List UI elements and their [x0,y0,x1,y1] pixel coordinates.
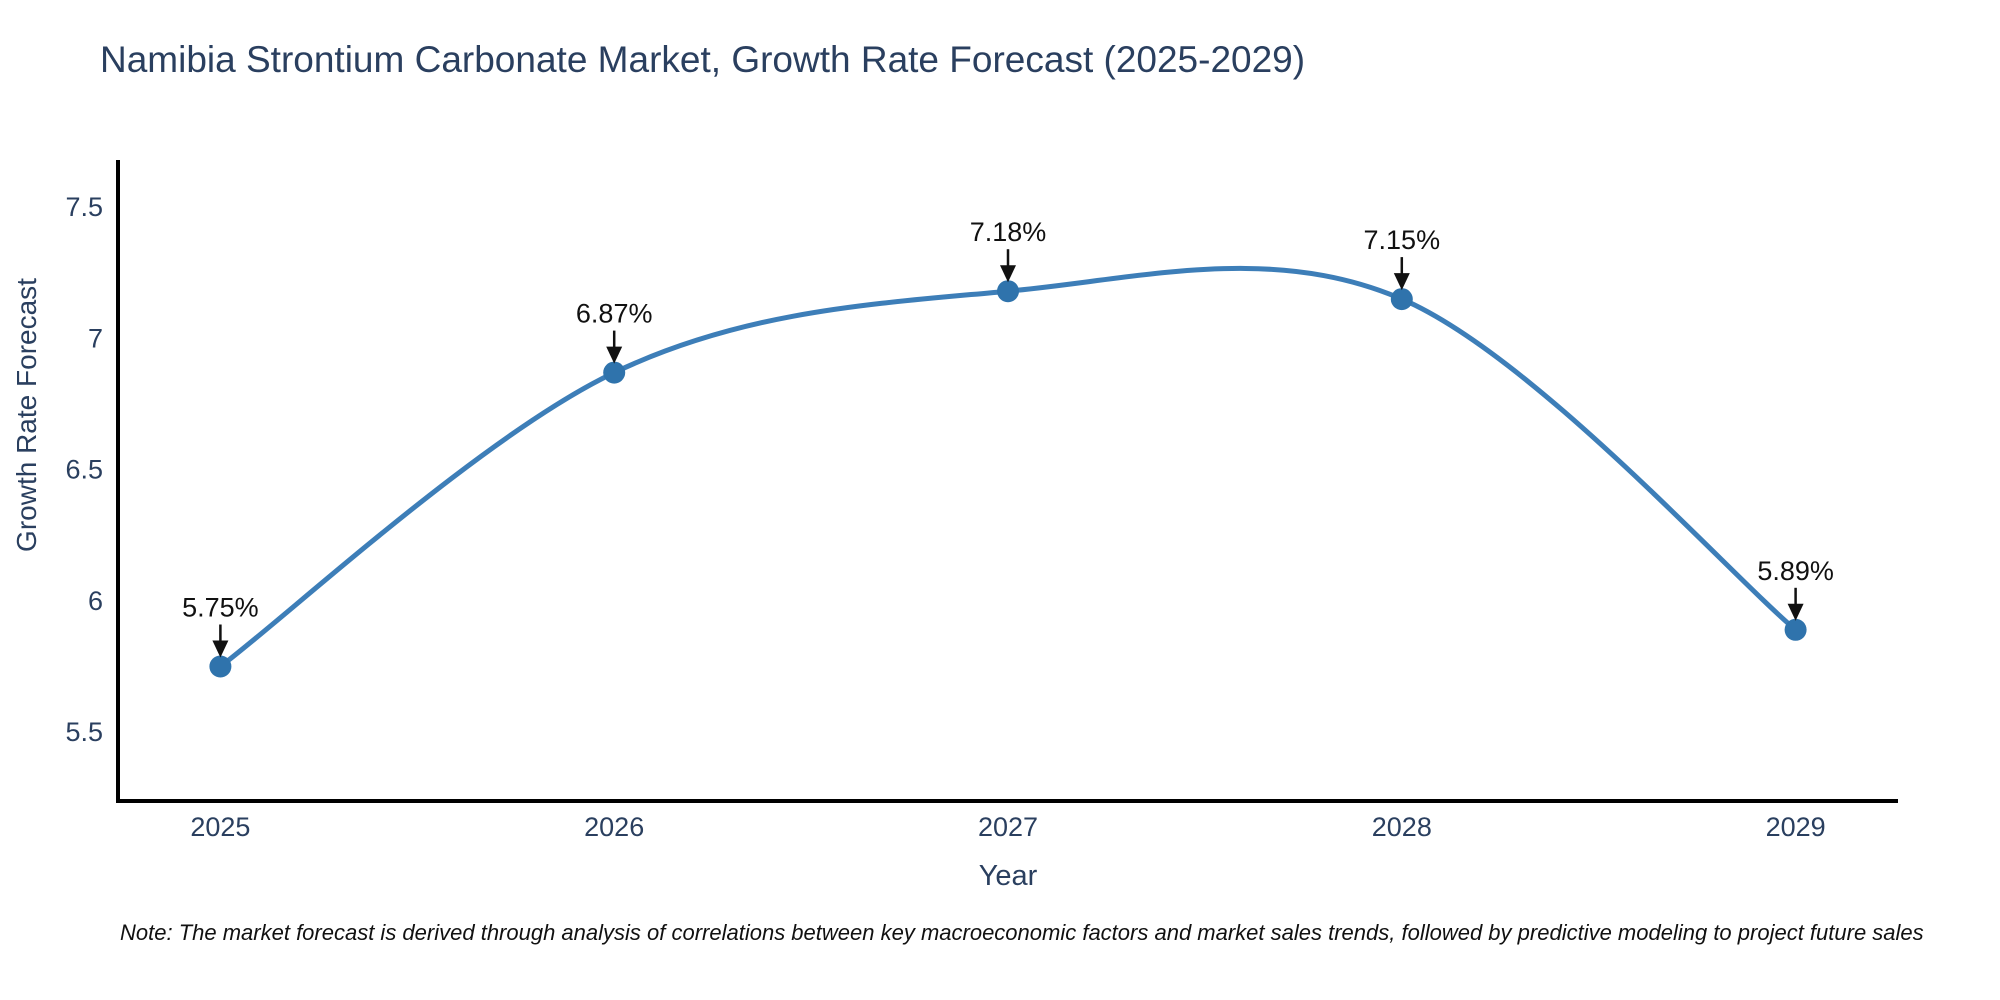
data-point-2028 [1390,288,1413,311]
point-value-label: 5.75% [182,593,259,623]
chart-title: Namibia Strontium Carbonate Market, Grow… [100,39,1305,80]
point-value-label: 7.15% [1364,225,1441,255]
forecast-line-series [217,265,1799,669]
x-tick-label: 2028 [1372,812,1432,842]
footnote: Note: The market forecast is derived thr… [120,920,1924,945]
x-tick-label: 2026 [584,812,644,842]
x-axis-tick-labels: 2025 2026 2027 2028 2029 [190,812,1825,842]
x-axis-title: Year [979,860,1038,892]
annotation-arrowhead-icon [1393,273,1410,291]
point-value-label: 5.89% [1757,556,1834,586]
annotation-arrowhead-icon [1787,603,1804,621]
x-tick-label: 2025 [190,812,250,842]
point-value-label: 7.18% [970,217,1047,247]
data-point-2025 [209,655,232,678]
annotation-arrowhead-icon [212,640,229,658]
y-tick-label: 6 [88,586,103,616]
annotation-arrowhead-icon [1000,265,1016,283]
y-tick-label: 7 [88,323,103,353]
data-point-2027 [997,280,1019,303]
data-point-annotations: 5.75% 6.87% 7.18% 7.15% 5.89% [182,217,1834,658]
data-point-markers [209,280,1807,678]
y-tick-label: 5.5 [65,717,103,747]
point-value-label: 6.87% [576,299,653,329]
data-point-2026 [603,361,626,384]
y-tick-label: 6.5 [65,455,103,485]
y-tick-label: 7.5 [65,192,103,222]
y-axis-tick-labels: 5.5 6 6.5 7 7.5 [65,192,103,747]
y-axis-title: Growth Rate Forecast [11,278,42,552]
x-tick-label: 2029 [1766,812,1826,842]
data-point-2029 [1784,618,1807,641]
x-tick-label: 2027 [978,812,1038,842]
annotation-arrowhead-icon [606,346,623,364]
